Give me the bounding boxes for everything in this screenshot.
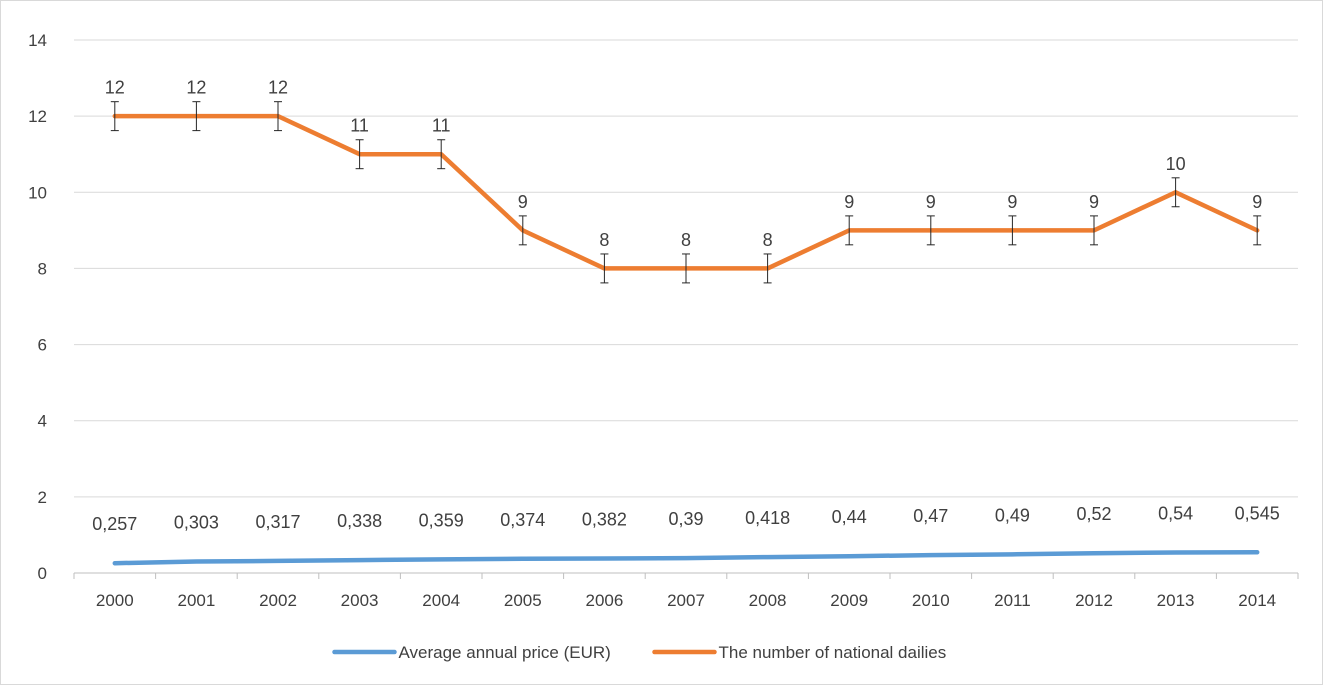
data-label: 0,382 (582, 509, 627, 529)
data-label: 9 (518, 192, 528, 212)
error-bars (110, 101, 1262, 284)
x-tick-label: 2005 (504, 591, 542, 610)
y-tick-label: 2 (38, 488, 47, 507)
data-label: 0,545 (1235, 503, 1280, 523)
data-label: 10 (1166, 154, 1186, 174)
data-label: 0,49 (995, 505, 1030, 525)
x-tick-label: 2002 (259, 591, 297, 610)
x-tick-label: 2006 (585, 591, 623, 610)
data-labels: 0,257 0,303 0,317 0,338 0,359 0,374 0,382 0,39 0… (92, 78, 1279, 535)
x-tick-label: 2010 (912, 591, 950, 610)
y-tick-label: 4 (38, 412, 47, 431)
y-tick-label: 12 (28, 107, 47, 126)
data-label: 0,303 (174, 512, 219, 532)
y-tick-label: 14 (28, 31, 47, 50)
data-label: 0,257 (92, 514, 137, 534)
data-label: 8 (681, 230, 691, 250)
x-tick-label: 2013 (1157, 591, 1195, 610)
x-tick-label: 2003 (341, 591, 379, 610)
series-lines (112, 113, 1260, 566)
data-label: 0,39 (668, 509, 703, 529)
data-label: 9 (844, 192, 854, 212)
x-tick-label: 2004 (422, 591, 460, 610)
data-label: 11 (350, 116, 369, 136)
y-tick-label: 6 (38, 336, 47, 355)
data-label: 0,317 (255, 512, 300, 532)
data-label: 0,47 (913, 506, 948, 526)
legend-label-0: Average annual price (EUR) (399, 643, 611, 662)
data-label: 0,374 (500, 510, 545, 530)
x-tick-label: 2009 (830, 591, 868, 610)
legend: Average annual price (EUR) The number of … (332, 643, 947, 662)
data-label: 0,418 (745, 508, 790, 528)
x-tick-label: 2014 (1238, 591, 1276, 610)
data-label: 12 (105, 78, 125, 98)
legend-label-1: The number of national dailies (719, 643, 947, 662)
data-label: 11 (432, 116, 451, 136)
data-label: 8 (763, 230, 773, 250)
x-axis: 2000 2001 2002 2003 2004 2005 2006 2007 2008 2009… (73, 572, 1299, 610)
data-label: 12 (268, 78, 288, 98)
y-tick-label: 10 (28, 183, 47, 202)
series-line-0 (112, 550, 1260, 566)
data-label: 9 (1252, 192, 1262, 212)
data-label: 9 (1089, 192, 1099, 212)
x-tick-label: 2012 (1075, 591, 1113, 610)
x-tick-label: 2011 (994, 591, 1031, 610)
data-label: 9 (1007, 192, 1017, 212)
x-tick-label: 2000 (96, 591, 134, 610)
x-tick-label: 2008 (749, 591, 787, 610)
data-label: 0,359 (419, 510, 464, 530)
data-label: 0,338 (337, 511, 382, 531)
data-label: 0,52 (1076, 504, 1111, 524)
data-label: 0,44 (832, 507, 867, 527)
data-label: 0,54 (1158, 503, 1193, 523)
y-axis-ticks: 0 2 4 6 8 10 12 14 (28, 31, 47, 583)
data-label: 8 (599, 230, 609, 250)
x-tick-label: 2007 (667, 591, 705, 610)
y-tick-label: 0 (38, 564, 47, 583)
data-label: 12 (186, 78, 206, 98)
x-tick-label: 2001 (177, 591, 215, 610)
y-tick-label: 8 (38, 259, 47, 278)
data-label: 9 (926, 192, 936, 212)
